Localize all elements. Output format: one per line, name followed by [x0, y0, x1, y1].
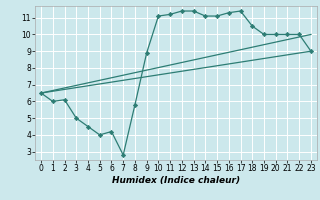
X-axis label: Humidex (Indice chaleur): Humidex (Indice chaleur): [112, 176, 240, 185]
